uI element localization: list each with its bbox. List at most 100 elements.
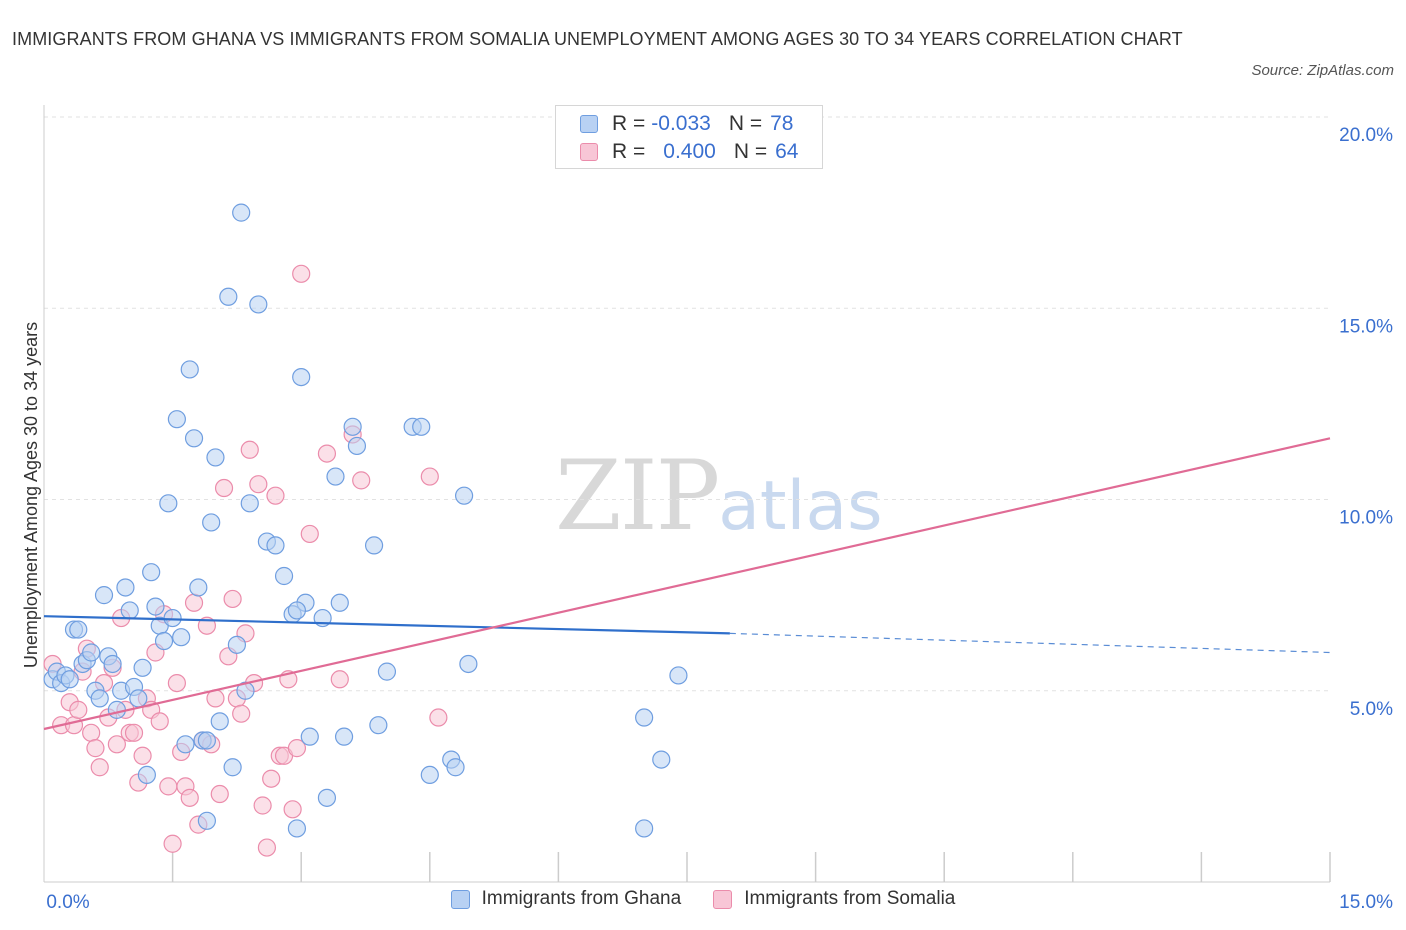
ghana-point <box>69 620 88 639</box>
legend-r-label: R = <box>612 140 646 163</box>
ghana-trend-extension <box>729 632 1331 654</box>
legend-n-label: N = <box>733 140 768 163</box>
somalia-point <box>232 704 251 723</box>
somalia-point <box>420 467 439 486</box>
ghana-point <box>377 662 397 681</box>
somalia-point <box>184 593 204 612</box>
axes <box>43 105 1331 883</box>
somalia-point <box>150 712 169 731</box>
ghana-point <box>412 417 431 436</box>
ghana-point <box>133 658 152 677</box>
somalia-point <box>429 708 448 727</box>
chart-title: IMMIGRANTS FROM GHANA VS IMMIGRANTS FROM… <box>12 29 1183 49</box>
somalia-point <box>124 723 144 742</box>
somalia-point <box>262 769 281 788</box>
legend-n-value: 78 <box>770 112 794 135</box>
legend-r-value: 0.400 <box>663 140 716 163</box>
ghana-point <box>669 666 688 685</box>
somalia-point <box>210 784 229 804</box>
somalia-point <box>300 524 319 544</box>
somalia-point <box>283 800 302 819</box>
somalia-point <box>180 788 199 807</box>
ghana-point <box>129 689 148 708</box>
y-tick-label: 15.0% <box>1339 316 1393 337</box>
ghana-point <box>197 811 216 830</box>
ghana-legend-swatch <box>450 889 470 909</box>
ghana-point <box>317 788 337 807</box>
ghana-point <box>343 417 362 436</box>
ghana-point <box>120 601 139 620</box>
somalia-point <box>240 440 259 459</box>
ghana-point <box>167 410 186 429</box>
somalia-point <box>86 739 105 758</box>
somalia-point <box>214 478 234 498</box>
ghana-point <box>163 608 182 628</box>
ghana-point <box>189 578 208 597</box>
legend-item-somalia[interactable]: Immigrants from Somalia <box>713 888 955 910</box>
legend-n-value: 64 <box>775 140 799 163</box>
ghana-point <box>210 712 229 731</box>
ghana-point <box>446 758 465 777</box>
watermark: ZIPatlas <box>555 440 883 552</box>
ghana-point <box>142 563 161 582</box>
ghana-point <box>219 287 238 306</box>
ghana-point <box>137 765 156 785</box>
ghana-point <box>184 429 204 448</box>
somalia-legend-swatch <box>713 889 733 909</box>
ghana-point <box>146 597 165 616</box>
legend-row-somalia: R = 0.400 N = 64 <box>580 139 798 165</box>
ghana-point <box>459 654 478 674</box>
ghana-point <box>635 819 654 838</box>
somalia-point <box>90 758 109 777</box>
y-tick-label: 20.0% <box>1339 125 1393 146</box>
watermark-zip: ZIP <box>555 440 720 552</box>
tick-labels: 5.0% 10.0% 15.0% 20.0% 0.0% 15.0% <box>46 125 1393 913</box>
ghana-point <box>90 689 109 708</box>
ghana-point <box>266 536 285 555</box>
somalia-point <box>292 264 311 283</box>
ghana-point <box>176 735 195 754</box>
ghana-point <box>197 731 216 750</box>
y-tick-label: 5.0% <box>1350 699 1393 720</box>
ghana-point <box>232 203 251 222</box>
somalia-points <box>43 264 448 857</box>
ghana-point <box>154 631 174 651</box>
ghana-point <box>223 758 242 777</box>
ghana-swatch <box>580 115 598 133</box>
legend-item-ghana[interactable]: Immigrants from Ghana <box>450 888 681 910</box>
somalia-point <box>64 716 84 735</box>
legend-r-label: R = <box>612 112 646 135</box>
ghana-points <box>43 203 688 838</box>
somalia-point <box>107 735 126 754</box>
somalia-swatch <box>580 143 598 161</box>
somalia-point <box>257 838 277 857</box>
watermark-atlas: atlas <box>718 467 883 546</box>
x-tick-label: 15.0% <box>1339 892 1393 913</box>
ghana-point <box>330 593 349 612</box>
somalia-point <box>253 796 272 815</box>
ghana-point <box>326 467 345 486</box>
somalia-point <box>197 616 216 635</box>
ghana-point <box>347 436 367 456</box>
ghana-point <box>107 700 126 719</box>
ghana-point <box>103 654 122 674</box>
ghana-point <box>635 708 654 727</box>
somalia-trend-line <box>43 437 1331 731</box>
ghana-point <box>60 670 79 689</box>
legend-n-label: N = <box>728 112 763 135</box>
ghana-point <box>82 643 101 662</box>
y-axis-label: Unemployment Among Ages 30 to 34 years <box>21 322 41 668</box>
ghana-point <box>652 750 671 769</box>
legend-label-somalia: Immigrants from Somalia <box>744 888 956 909</box>
ghana-point <box>364 536 384 555</box>
ghana-point <box>334 727 354 746</box>
ghana-point <box>206 448 225 467</box>
ghana-point <box>240 494 259 513</box>
ghana-point <box>420 765 439 785</box>
ghana-point <box>159 494 178 513</box>
somalia-point <box>266 486 285 505</box>
somalia-point <box>317 444 337 463</box>
ghana-trend-line <box>43 615 730 635</box>
ghana-point <box>116 578 135 597</box>
